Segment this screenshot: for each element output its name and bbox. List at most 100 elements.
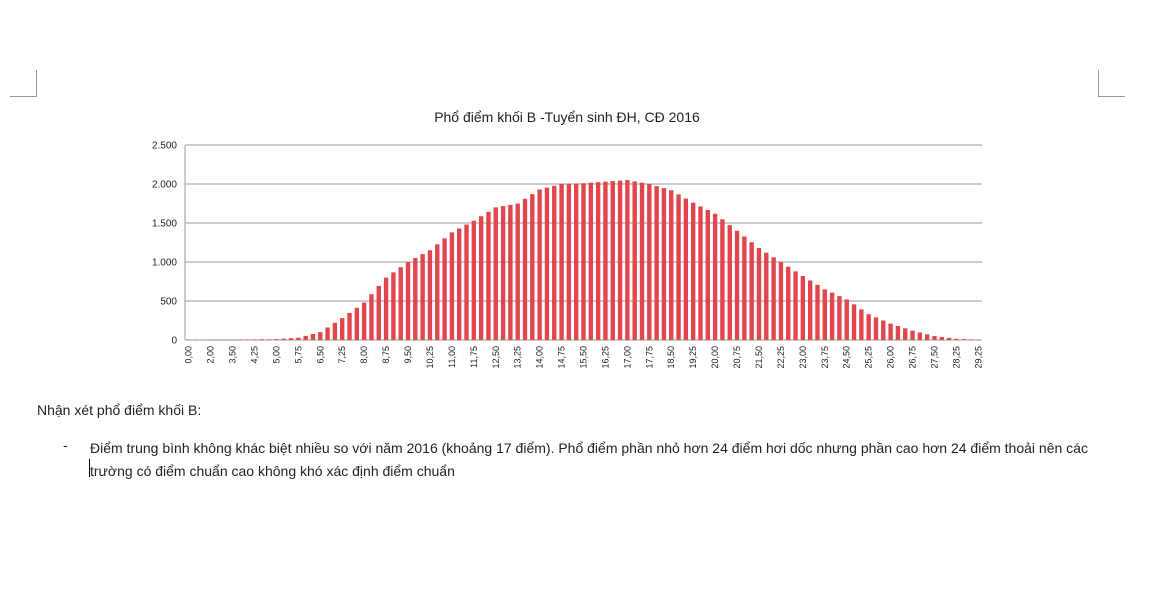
bar <box>566 183 572 340</box>
bar <box>435 244 440 340</box>
bar <box>888 323 893 340</box>
bar <box>522 198 528 340</box>
bar <box>274 339 279 340</box>
y-tick-label: 0 <box>171 336 177 347</box>
bullet-text: Điểm trung bình không khác biệt nhiều so… <box>90 440 1088 479</box>
x-tick-label: 20,00 <box>710 346 720 369</box>
bar <box>610 181 615 340</box>
bar <box>398 267 403 340</box>
y-tick-label: 2.500 <box>152 141 177 152</box>
bar <box>376 285 381 340</box>
bar <box>625 180 630 340</box>
bar <box>581 183 586 340</box>
bar <box>617 180 623 340</box>
x-tick-label: 23,75 <box>820 346 830 369</box>
bar <box>851 304 857 340</box>
bar <box>786 266 791 340</box>
y-tick-label: 500 <box>160 297 177 308</box>
x-tick-label: 18,50 <box>666 346 676 369</box>
bar <box>259 339 264 340</box>
x-tick-label: 5,00 <box>271 346 281 364</box>
bar <box>244 339 250 340</box>
x-tick-label: 19,25 <box>688 346 698 369</box>
x-tick-label: 15,50 <box>579 346 589 369</box>
bar <box>720 219 725 340</box>
x-tick-label: 11,75 <box>469 346 479 368</box>
bar <box>464 224 469 340</box>
chart-title: Phổ điểm khối B -Tuyển sinh ĐH, CĐ 2016 <box>434 109 700 125</box>
bar <box>764 252 769 340</box>
bar <box>361 302 367 340</box>
bar <box>427 250 433 340</box>
x-tick-label: 17,75 <box>644 346 654 369</box>
y-tick-label: 1.500 <box>152 219 177 230</box>
x-tick-label: 22,25 <box>776 346 786 369</box>
bar <box>639 182 645 340</box>
margin-mark <box>10 70 37 97</box>
bar <box>815 284 820 340</box>
bar <box>690 202 696 340</box>
bar <box>347 312 352 340</box>
bar <box>354 307 360 340</box>
bar <box>910 330 915 340</box>
bar <box>917 332 923 340</box>
bar <box>881 320 886 340</box>
y-tick-label: 2.000 <box>152 180 177 191</box>
bar <box>266 339 272 340</box>
bar <box>325 327 330 340</box>
bar <box>903 328 908 340</box>
x-tick-label: 26,75 <box>908 346 918 369</box>
bar <box>288 338 294 340</box>
bar <box>595 182 601 340</box>
bar <box>296 337 301 340</box>
x-tick-label: 10,25 <box>425 346 435 369</box>
bar <box>734 230 740 340</box>
bar <box>683 198 689 340</box>
x-tick-label: 26,00 <box>886 346 896 369</box>
x-tick-label: 8,75 <box>381 346 391 364</box>
bar <box>793 271 798 340</box>
bar <box>946 337 952 340</box>
bar <box>924 334 930 340</box>
x-tick-label: 11,00 <box>447 346 457 368</box>
x-tick-label: 13,25 <box>513 346 523 369</box>
bar <box>471 220 477 340</box>
bar <box>303 335 308 340</box>
bar <box>837 296 842 340</box>
x-tick-label: 23,00 <box>798 346 808 369</box>
bar <box>413 258 418 340</box>
x-tick-label: 14,00 <box>535 346 545 369</box>
x-tick-label: 29,25 <box>973 346 983 369</box>
bar <box>800 276 806 340</box>
x-tick-label: 21,50 <box>754 346 764 369</box>
bar <box>537 189 542 340</box>
x-tick-label: 16,25 <box>600 346 610 369</box>
bar <box>661 188 667 340</box>
bar <box>654 186 659 340</box>
x-tick-label: 25,25 <box>864 346 874 369</box>
x-tick-label: 5,75 <box>293 346 303 364</box>
heading: Nhận xét phổ điểm khối B: <box>37 402 202 418</box>
bar <box>391 272 396 340</box>
bar <box>895 325 901 340</box>
bar <box>822 289 827 340</box>
x-tick-label: 12,50 <box>491 346 501 369</box>
bar <box>486 211 491 340</box>
bar <box>559 184 564 340</box>
bar <box>873 317 879 340</box>
bar <box>420 254 425 340</box>
bar <box>771 257 776 340</box>
bar <box>369 294 374 340</box>
bar <box>449 232 455 340</box>
bar <box>515 203 520 340</box>
bar <box>281 338 286 340</box>
x-tick-label: 24,50 <box>842 346 852 369</box>
bar <box>866 314 871 340</box>
bar <box>573 183 579 340</box>
x-tick-label: 20,75 <box>732 346 742 369</box>
bar <box>340 318 345 340</box>
bar <box>698 206 703 340</box>
x-tick-label: 4,25 <box>249 346 259 364</box>
bar <box>742 236 747 340</box>
bar <box>457 228 462 340</box>
